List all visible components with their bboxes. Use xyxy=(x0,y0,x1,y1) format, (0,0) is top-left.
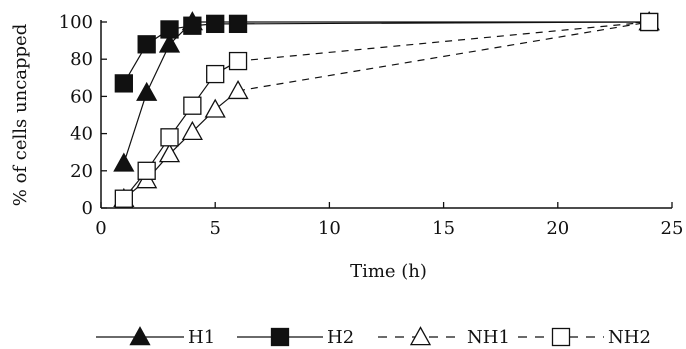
data-point xyxy=(158,143,181,163)
series-segment xyxy=(237,21,650,62)
series-segment xyxy=(123,92,148,164)
series-h2 xyxy=(114,12,659,93)
x-tick-label: 20 xyxy=(546,218,569,239)
legend-item-h1: H1 xyxy=(96,326,215,348)
data-point xyxy=(114,74,133,93)
legend-label: NH1 xyxy=(467,327,510,348)
x-tick-label: 0 xyxy=(95,218,106,239)
legend-marker xyxy=(409,326,432,346)
y-tick-label: 20 xyxy=(70,161,93,182)
data-point xyxy=(204,98,226,118)
legend-marker xyxy=(551,327,571,347)
data-point xyxy=(640,12,659,32)
legend-item-nh2: NH2 xyxy=(518,327,651,348)
legend-marker xyxy=(129,326,151,346)
y-tick-label: 0 xyxy=(82,198,93,219)
data-point xyxy=(137,35,156,54)
data-point xyxy=(181,120,203,140)
data-point xyxy=(206,14,225,34)
legend-item-h2: H2 xyxy=(237,327,354,348)
legend: H1 H2 NH1 NH2 xyxy=(96,326,651,348)
x-tick-label: 5 xyxy=(209,218,220,239)
data-point xyxy=(113,152,135,172)
axes: 0 20 40 60 80 100 0 5 10 15 20 25 xyxy=(59,12,684,239)
legend-label: H1 xyxy=(188,327,215,348)
data-point xyxy=(183,16,202,35)
y-tick-label: 60 xyxy=(70,86,93,107)
data-point xyxy=(160,128,179,147)
legend-label: H2 xyxy=(327,327,354,348)
y-axis-label: % of cells uncapped xyxy=(10,24,31,206)
data-point xyxy=(228,14,248,34)
data-point xyxy=(136,81,158,101)
x-tick-label: 25 xyxy=(661,218,684,239)
series-nh2 xyxy=(114,12,659,208)
x-axis-label: Time (h) xyxy=(350,261,427,282)
data-point xyxy=(114,189,133,208)
data-point xyxy=(227,79,249,100)
y-tick-label: 100 xyxy=(59,12,93,33)
data-point xyxy=(160,20,179,39)
y-tick-label: 80 xyxy=(70,49,93,70)
x-tick-label: 10 xyxy=(318,218,341,239)
data-point xyxy=(228,51,248,71)
series-segment xyxy=(238,21,650,25)
legend-label: NH2 xyxy=(608,327,651,348)
data-point xyxy=(158,33,181,53)
x-tick-label: 15 xyxy=(432,218,455,239)
legend-marker xyxy=(270,327,290,347)
series-layer xyxy=(113,11,660,208)
y-tick-label: 40 xyxy=(70,124,93,145)
series-segment xyxy=(237,21,650,92)
legend-item-nh1: NH1 xyxy=(378,326,510,348)
data-point xyxy=(206,64,225,84)
series-h1 xyxy=(113,11,660,172)
data-point xyxy=(183,96,202,115)
data-point xyxy=(137,161,156,180)
